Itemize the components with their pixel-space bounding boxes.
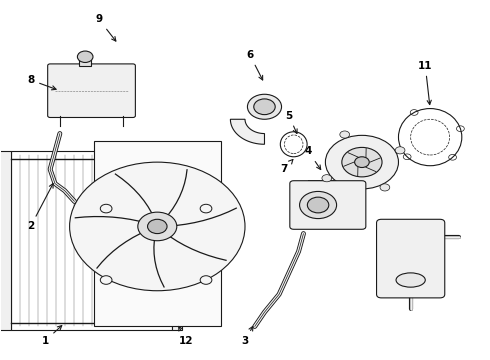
Circle shape <box>322 175 332 182</box>
Circle shape <box>100 276 112 284</box>
Circle shape <box>70 162 245 291</box>
Circle shape <box>380 184 390 191</box>
Text: 5: 5 <box>285 111 297 134</box>
Circle shape <box>342 147 382 177</box>
Text: 10: 10 <box>320 186 340 203</box>
Bar <box>11 152 172 330</box>
Text: 1: 1 <box>42 325 62 346</box>
Bar <box>172 152 182 330</box>
Circle shape <box>254 99 275 114</box>
Bar <box>79 57 91 66</box>
FancyBboxPatch shape <box>376 219 445 298</box>
Text: 9: 9 <box>95 14 116 41</box>
Circle shape <box>325 135 398 189</box>
Text: 6: 6 <box>246 50 263 80</box>
Circle shape <box>77 51 93 63</box>
FancyBboxPatch shape <box>290 181 366 229</box>
Circle shape <box>147 219 167 234</box>
Ellipse shape <box>396 273 425 287</box>
Text: 4: 4 <box>305 147 320 170</box>
FancyBboxPatch shape <box>48 64 135 117</box>
Text: 11: 11 <box>418 61 433 104</box>
Text: 12: 12 <box>179 327 194 346</box>
Text: 3: 3 <box>242 327 253 346</box>
Polygon shape <box>230 119 265 144</box>
Text: 8: 8 <box>27 75 56 90</box>
Circle shape <box>200 204 212 213</box>
Circle shape <box>307 197 329 213</box>
Circle shape <box>200 276 212 284</box>
Circle shape <box>299 192 337 219</box>
Bar <box>0 152 11 330</box>
Circle shape <box>247 94 282 119</box>
Text: 7: 7 <box>280 159 293 174</box>
Circle shape <box>138 212 177 241</box>
Circle shape <box>355 157 369 167</box>
Bar <box>94 141 220 327</box>
Circle shape <box>395 147 405 154</box>
Text: 2: 2 <box>27 184 53 231</box>
Circle shape <box>100 204 112 213</box>
Circle shape <box>340 131 349 138</box>
